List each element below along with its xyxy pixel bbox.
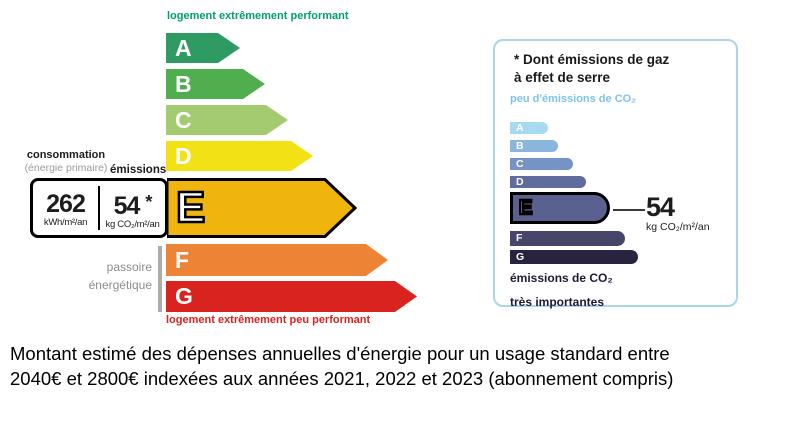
energy-class-letter-g: G xyxy=(175,283,193,309)
co2-unit: kg CO₂/m²/an xyxy=(646,221,710,233)
passoire-vertical-bar xyxy=(158,246,162,312)
passoire-label-line2: énergétique xyxy=(88,277,152,292)
co2-class-bar-g: G xyxy=(510,250,638,264)
co2-class-bar-a: A xyxy=(510,122,548,134)
bottom-performance-caption: logement extrêmement peu performant xyxy=(166,314,371,326)
energy-class-arrow-e xyxy=(167,178,358,238)
cost-estimate-line1: Montant estimé des dépenses annuelles d'… xyxy=(10,343,670,364)
co2-class-bar-c: C xyxy=(510,158,573,170)
passoire-label-line1: passoire xyxy=(106,260,152,274)
energy-class-arrow-a: A xyxy=(166,33,240,63)
co2-class-bar-f: F xyxy=(510,231,625,246)
co2-high-emissions-line2: très importantes xyxy=(510,295,605,309)
consumption-value: 262 xyxy=(46,189,86,218)
consumption-label-line1: consommation xyxy=(26,149,106,161)
energy-class-letter-b: B xyxy=(175,70,192,97)
energy-class-arrow-g: G xyxy=(166,281,417,312)
co2-panel-title: * Dont émissions de gaz à effet de serre xyxy=(514,51,669,87)
energy-class-arrow-e-shape xyxy=(167,178,358,238)
co2-class-letter-d: D xyxy=(516,175,524,188)
energy-class-letter-c: C xyxy=(175,106,192,133)
co2-value-pointer-line xyxy=(613,209,645,211)
values-box: 262 kWh/m²/an 54 * kg CO₂/m²/an xyxy=(30,178,168,238)
co2-class-letter-g: G xyxy=(516,250,525,263)
cost-estimate-text: Montant estimé des dépenses annuelles d'… xyxy=(10,341,673,391)
consumption-cell: 262 kWh/m²/an xyxy=(33,189,98,228)
co2-panel-title-line1: * Dont émissions de gaz xyxy=(514,52,670,67)
co2-class-letter-c: C xyxy=(516,157,524,170)
consumption-label-line2: (énergie primaire) xyxy=(24,162,108,174)
emissions-label: émissions xyxy=(110,164,167,176)
emissions-cell: 54 * kg CO₂/m²/an xyxy=(100,187,165,230)
consumption-unit: kWh/m²/an xyxy=(43,216,88,228)
co2-low-emissions-label: peu d'émissions de CO₂ xyxy=(510,93,637,105)
co2-high-emissions-line1: émissions de CO₂ xyxy=(510,271,613,285)
current-class-row: E 262 kWh/m²/an 54 * kg CO₂/m²/an xyxy=(28,178,358,238)
co2-class-letter-b: B xyxy=(516,139,524,152)
passoire-label: passoire énergétique xyxy=(56,259,152,294)
co2-class-letter-f: F xyxy=(516,232,523,245)
energy-class-arrow-c: C xyxy=(166,105,288,135)
co2-high-emissions-label: émissions de CO₂ très importantes xyxy=(510,269,613,317)
emissions-value: 54 * xyxy=(113,191,153,220)
co2-class-bar-e-current: E xyxy=(510,192,610,224)
co2-class-letter-a: A xyxy=(516,121,524,134)
co2-class-bar-b: B xyxy=(510,140,558,152)
energy-class-letter-e: E xyxy=(175,183,207,232)
co2-value: 54 xyxy=(646,192,675,222)
energy-class-arrow-b: B xyxy=(166,69,265,99)
values-divider xyxy=(98,186,100,230)
energy-class-arrow-d: D xyxy=(166,141,313,171)
emissions-star: * xyxy=(145,191,152,212)
co2-class-bar-d: D xyxy=(510,176,586,188)
consumption-label: consommation (énergie primaire) xyxy=(24,149,108,175)
co2-class-letter-e: E xyxy=(518,197,534,220)
cost-estimate-line2: 2040€ et 2800€ indexées aux années 2021,… xyxy=(10,368,674,389)
energy-class-arrow-f: F xyxy=(166,244,388,276)
energy-class-letter-d: D xyxy=(175,142,192,169)
co2-emissions-panel: * Dont émissions de gaz à effet de serre… xyxy=(493,39,738,309)
energy-class-letter-a: A xyxy=(175,34,192,61)
top-performance-caption: logement extrêmement performant xyxy=(167,10,349,22)
co2-panel-title-line2: à effet de serre xyxy=(514,70,611,85)
emissions-unit: kg CO₂/m²/an xyxy=(105,218,160,230)
energy-class-letter-f: F xyxy=(175,246,190,273)
